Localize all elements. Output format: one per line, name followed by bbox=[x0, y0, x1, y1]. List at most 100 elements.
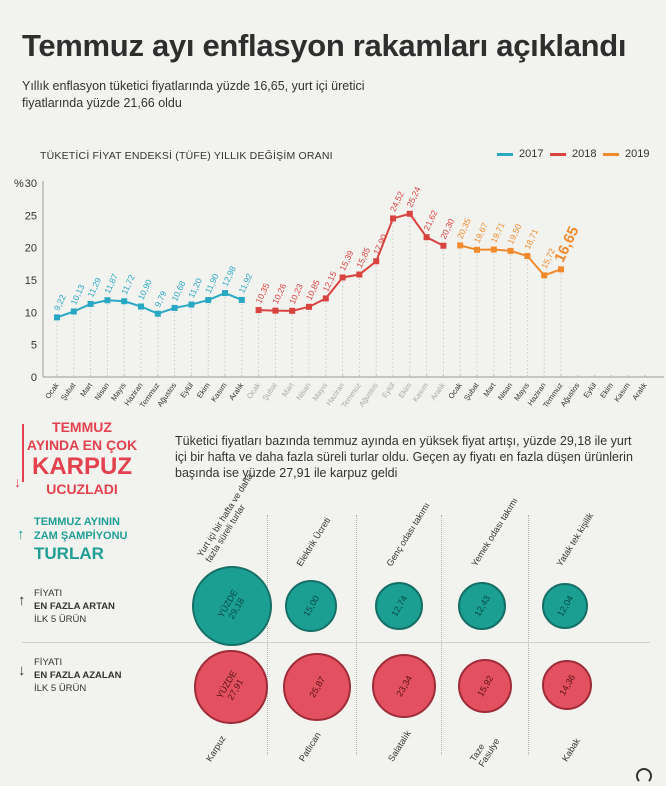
increase-circle-2: 15,00 bbox=[285, 580, 337, 632]
decrease-item-2-name: Patlıcan bbox=[297, 730, 323, 764]
x-tick-label: Nisan bbox=[496, 381, 514, 402]
decrease-item-4-name: Taze Fasulye bbox=[468, 736, 502, 769]
callout-b-line-2: ZAM ŞAMPİYONU bbox=[34, 530, 128, 542]
legend-swatch-2019 bbox=[603, 152, 619, 156]
page-title: Temmuz ayı enflasyon rakamları açıklandı bbox=[22, 28, 627, 63]
x-tick-label: Kasım bbox=[411, 381, 431, 404]
column-divider bbox=[356, 515, 357, 755]
legend-label-2017: 2017 bbox=[519, 148, 544, 160]
increase-item-3-name: Genç odası takımı bbox=[384, 500, 432, 568]
x-tick-label: Şubat bbox=[260, 380, 279, 402]
increase-item-2-value: 15,00 bbox=[301, 593, 321, 619]
data-label: 17,90 bbox=[371, 232, 389, 256]
data-point bbox=[104, 297, 111, 304]
data-label: 20,30 bbox=[438, 217, 456, 241]
data-label: 11,20 bbox=[186, 276, 204, 299]
turlar-callout: TEMMUZ AYININ ZAM ŞAMPİYONU TURLAR bbox=[22, 515, 152, 565]
increase-item-5-value: 12,04 bbox=[555, 593, 575, 619]
data-label: 11,72 bbox=[119, 273, 137, 296]
increase-circle-3: 12,74 bbox=[375, 582, 423, 630]
x-tick-label: Kasım bbox=[612, 381, 632, 404]
data-point bbox=[138, 303, 144, 310]
data-label: 10,35 bbox=[253, 281, 271, 305]
data-point bbox=[121, 298, 128, 305]
x-tick-label: Aralık bbox=[227, 381, 246, 402]
decrease-item-3-name: Salatalık bbox=[386, 728, 413, 764]
data-label: 12,98 bbox=[220, 264, 238, 288]
callout-line-1: TEMMUZ bbox=[52, 419, 112, 435]
legend-label-2019: 2019 bbox=[625, 148, 650, 160]
data-label: 19,71 bbox=[489, 221, 507, 245]
legend-item-2018: 2018 bbox=[550, 148, 596, 160]
data-point bbox=[289, 307, 296, 314]
data-label: 10,23 bbox=[287, 282, 305, 306]
data-label: 10,85 bbox=[304, 278, 322, 302]
callout-line-3: KARPUZ bbox=[32, 453, 132, 480]
callout-b-line-3: TURLAR bbox=[34, 544, 104, 563]
y-tick-label: 0 bbox=[31, 372, 37, 384]
data-label: 12,15 bbox=[321, 270, 339, 294]
data-point bbox=[507, 247, 514, 254]
up-arrow-icon: ↑ bbox=[17, 526, 25, 543]
y-axis-unit: % bbox=[14, 178, 24, 190]
data-label: 11,90 bbox=[203, 272, 221, 295]
decrease-item-2-value: 25,87 bbox=[307, 674, 327, 700]
increase-circle-5: 12,04 bbox=[542, 583, 588, 629]
data-point bbox=[406, 210, 413, 217]
increase-circle-1: YÜZDE 29,18 bbox=[192, 566, 272, 646]
data-label: 20,35 bbox=[455, 216, 473, 240]
increase-item-3-value: 12,74 bbox=[389, 593, 409, 619]
summary-paragraph: Tüketici fiyatları bazında temmuz ayında… bbox=[175, 434, 633, 480]
decrease-item-5-value: 14,36 bbox=[557, 672, 577, 698]
x-tick-label: Aralık bbox=[429, 381, 448, 402]
data-point bbox=[322, 295, 329, 302]
callout-arrow-shaft bbox=[22, 424, 24, 482]
data-point bbox=[272, 307, 279, 314]
increase-label-2: EN FAZLA ARTAN bbox=[34, 601, 115, 612]
data-point bbox=[440, 242, 447, 249]
decrease-item-5-name: Kabak bbox=[560, 736, 583, 764]
column-divider bbox=[441, 515, 442, 755]
x-tick-label: Eylül bbox=[582, 381, 599, 400]
data-label: 10,13 bbox=[69, 283, 87, 307]
increase-item-4-name: Yemek odası takımı bbox=[469, 495, 520, 568]
data-point bbox=[423, 234, 430, 241]
refresh-icon bbox=[636, 768, 652, 784]
x-tick-label: Eylül bbox=[178, 381, 195, 400]
x-tick-label: Nisan bbox=[294, 381, 312, 402]
data-point bbox=[541, 272, 548, 279]
increase-label-3: İLK 5 ÜRÜN bbox=[34, 614, 87, 625]
data-label: 11,87 bbox=[102, 272, 120, 295]
decrease-circle-2: 25,87 bbox=[283, 653, 351, 721]
data-point bbox=[306, 303, 312, 310]
data-label: 24,52 bbox=[388, 190, 406, 214]
increase-arrow-icon: ↑ bbox=[18, 592, 26, 609]
decrease-label-2: EN FAZLA AZALAN bbox=[34, 670, 122, 681]
y-tick-label: 25 bbox=[25, 210, 37, 222]
legend-label-2018: 2018 bbox=[572, 148, 597, 160]
x-tick-label: Şubat bbox=[462, 380, 481, 402]
data-label: 25,24 bbox=[405, 185, 423, 209]
decrease-circle-5: 14,36 bbox=[542, 660, 592, 710]
decrease-item-1-value: YÜZDE 27,91 bbox=[214, 668, 246, 702]
data-point bbox=[356, 271, 363, 278]
data-point bbox=[339, 274, 346, 281]
decrease-label-1: FİYATI bbox=[34, 657, 63, 668]
data-label: 10,90 bbox=[136, 278, 154, 302]
karpuz-callout: TEMMUZ AYINDA EN ÇOK KARPUZ UCUZLADI bbox=[22, 418, 142, 498]
increase-item-1-value: YÜZDE 29,18 bbox=[215, 587, 247, 621]
y-tick-label: 5 bbox=[31, 340, 37, 352]
x-tick-label: Nisan bbox=[93, 381, 111, 402]
data-point bbox=[54, 314, 60, 321]
callout-line-2: AYINDA EN ÇOK bbox=[26, 437, 138, 453]
column-divider bbox=[267, 515, 268, 755]
data-label: 21,62 bbox=[421, 208, 439, 232]
data-point bbox=[474, 246, 480, 253]
data-label: 19,67 bbox=[472, 221, 490, 245]
decrease-item-3-value: 23,34 bbox=[394, 673, 414, 699]
decrease-item-1-name: Karpuz bbox=[204, 733, 228, 764]
row-divider bbox=[22, 642, 650, 643]
data-label: 10,68 bbox=[169, 279, 187, 303]
data-label: 9,22 bbox=[52, 293, 68, 312]
